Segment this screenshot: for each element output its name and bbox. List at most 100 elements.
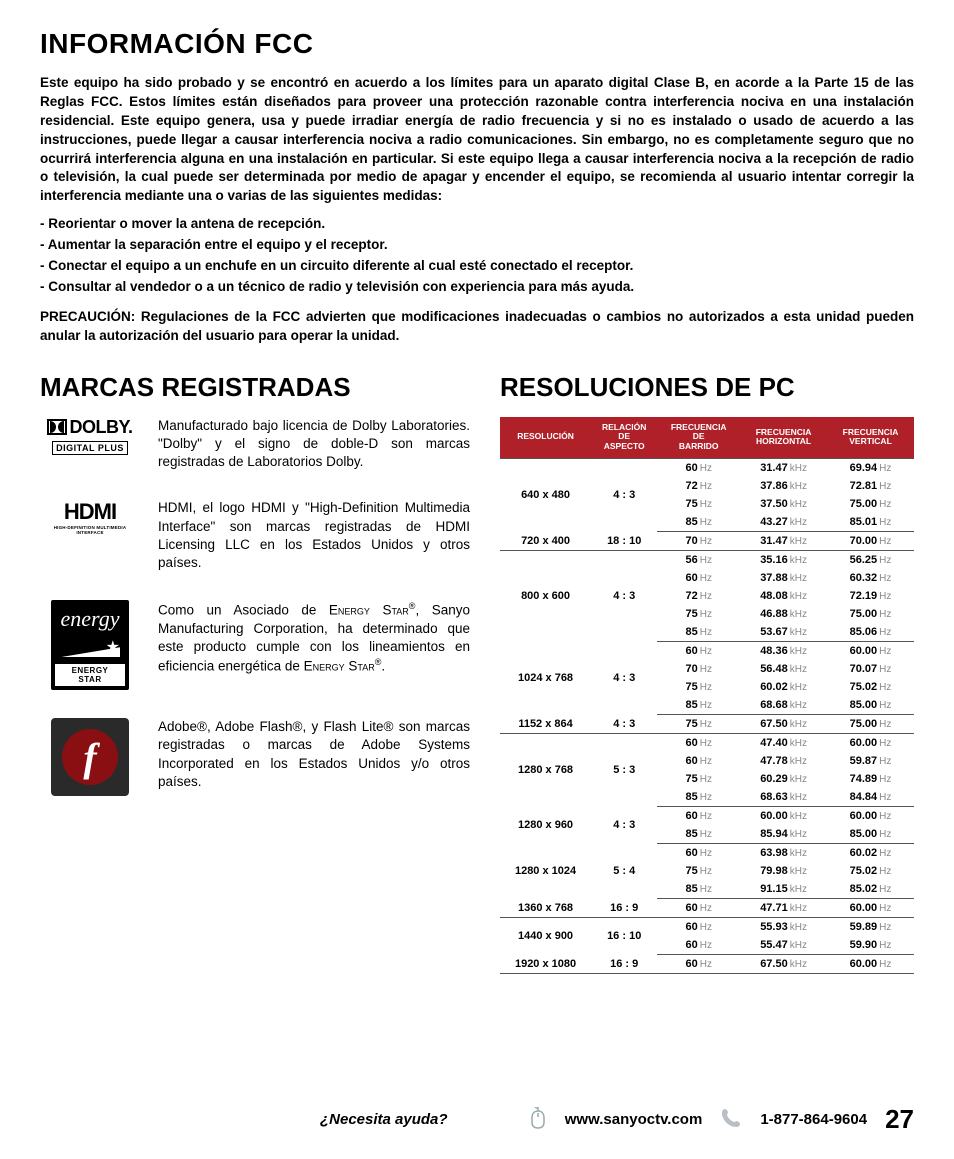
cell-vert-freq: 85.06Hz bbox=[827, 623, 914, 642]
dolby-logo: DOLBY. DIGITAL PLUS bbox=[40, 417, 140, 456]
cell-vert-freq: 60.00Hz bbox=[827, 807, 914, 826]
cell-resolution: 1280 x 960 bbox=[500, 807, 591, 844]
fcc-title: INFORMACIÓN FCC bbox=[40, 28, 914, 60]
cell-vert-freq: 85.02Hz bbox=[827, 880, 914, 899]
cell-vert-freq: 75.00Hz bbox=[827, 495, 914, 513]
cell-vert-freq: 85.00Hz bbox=[827, 825, 914, 844]
cell-resolution: 1152 x 864 bbox=[500, 715, 591, 734]
cell-horiz-freq: 55.47kHz bbox=[740, 936, 827, 955]
cell-scan-freq: 56Hz bbox=[657, 551, 740, 570]
cell-horiz-freq: 67.50kHz bbox=[740, 955, 827, 974]
cell-scan-freq: 75Hz bbox=[657, 678, 740, 696]
resolutions-title: RESOLUCIONES DE PC bbox=[500, 372, 914, 403]
fcc-measure-item: - Reorientar o mover la antena de recepc… bbox=[40, 214, 914, 235]
table-row: 1280 x 10245 : 460Hz63.98kHz60.02Hz bbox=[500, 844, 914, 863]
fcc-measures-list: - Reorientar o mover la antena de recepc… bbox=[40, 214, 914, 298]
cell-horiz-freq: 47.40kHz bbox=[740, 734, 827, 753]
cell-vert-freq: 59.90Hz bbox=[827, 936, 914, 955]
cell-horiz-freq: 85.94kHz bbox=[740, 825, 827, 844]
fcc-measure-item: - Consultar al vendedor o a un técnico d… bbox=[40, 277, 914, 298]
cell-vert-freq: 75.00Hz bbox=[827, 605, 914, 623]
fcc-measure-item: - Conectar el equipo a un enchufe en un … bbox=[40, 256, 914, 277]
cell-horiz-freq: 31.47kHz bbox=[740, 459, 827, 478]
cell-resolution: 1920 x 1080 bbox=[500, 955, 591, 974]
table-row: 1280 x 7685 : 360Hz47.40kHz60.00Hz bbox=[500, 734, 914, 753]
cell-scan-freq: 60Hz bbox=[657, 642, 740, 661]
cell-horiz-freq: 43.27kHz bbox=[740, 513, 827, 532]
cell-scan-freq: 70Hz bbox=[657, 660, 740, 678]
cell-vert-freq: 74.89Hz bbox=[827, 770, 914, 788]
cell-scan-freq: 75Hz bbox=[657, 770, 740, 788]
cell-scan-freq: 60Hz bbox=[657, 752, 740, 770]
cell-aspect: 16 : 10 bbox=[591, 918, 657, 955]
cell-scan-freq: 60Hz bbox=[657, 844, 740, 863]
cell-vert-freq: 69.94Hz bbox=[827, 459, 914, 478]
cell-scan-freq: 60Hz bbox=[657, 955, 740, 974]
cell-scan-freq: 85Hz bbox=[657, 623, 740, 642]
footer-help-text: ¿Necesita ayuda? bbox=[320, 1111, 448, 1128]
cell-horiz-freq: 60.29kHz bbox=[740, 770, 827, 788]
cell-horiz-freq: 48.36kHz bbox=[740, 642, 827, 661]
table-row: 1440 x 90016 : 1060Hz55.93kHz59.89Hz bbox=[500, 918, 914, 937]
cell-horiz-freq: 31.47kHz bbox=[740, 532, 827, 551]
cell-scan-freq: 85Hz bbox=[657, 788, 740, 807]
cell-vert-freq: 60.00Hz bbox=[827, 642, 914, 661]
cell-aspect: 5 : 3 bbox=[591, 734, 657, 807]
cell-aspect: 5 : 4 bbox=[591, 844, 657, 899]
cell-vert-freq: 60.32Hz bbox=[827, 569, 914, 587]
page-number: 27 bbox=[885, 1104, 914, 1135]
fcc-measure-item: - Aumentar la separación entre el equipo… bbox=[40, 235, 914, 256]
cell-resolution: 1280 x 768 bbox=[500, 734, 591, 807]
cell-scan-freq: 72Hz bbox=[657, 587, 740, 605]
cell-scan-freq: 75Hz bbox=[657, 715, 740, 734]
table-row: 1920 x 108016 : 960Hz67.50kHz60.00Hz bbox=[500, 955, 914, 974]
cell-aspect: 4 : 3 bbox=[591, 459, 657, 532]
fcc-precaucion: PRECAUCIÓN: Regulaciones de la FCC advie… bbox=[40, 308, 914, 346]
cell-horiz-freq: 37.88kHz bbox=[740, 569, 827, 587]
phone-icon bbox=[720, 1107, 742, 1133]
cell-vert-freq: 59.89Hz bbox=[827, 918, 914, 937]
cell-scan-freq: 60Hz bbox=[657, 936, 740, 955]
cell-vert-freq: 59.87Hz bbox=[827, 752, 914, 770]
resolutions-table: RESOLUCIÓNRELACIÓNDEASPECTOFRECUENCIADEB… bbox=[500, 417, 914, 974]
cell-scan-freq: 60Hz bbox=[657, 899, 740, 918]
cell-aspect: 18 : 10 bbox=[591, 532, 657, 551]
cell-scan-freq: 60Hz bbox=[657, 459, 740, 478]
table-row: 1280 x 9604 : 360Hz60.00kHz60.00Hz bbox=[500, 807, 914, 826]
trademark-dolby: DOLBY. DIGITAL PLUS Manufacturado bajo l… bbox=[40, 417, 470, 472]
cell-scan-freq: 60Hz bbox=[657, 734, 740, 753]
resolutions-column: RESOLUCIONES DE PC RESOLUCIÓNRELACIÓNDEA… bbox=[500, 372, 914, 974]
cell-vert-freq: 60.02Hz bbox=[827, 844, 914, 863]
cell-horiz-freq: 55.93kHz bbox=[740, 918, 827, 937]
hdmi-subtext: HIGH-DEFINITION MULTIMEDIA INTERFACE bbox=[40, 525, 140, 535]
adobe-flash-logo: f bbox=[40, 718, 140, 796]
cell-resolution: 1440 x 900 bbox=[500, 918, 591, 955]
table-row: 1024 x 7684 : 360Hz48.36kHz60.00Hz bbox=[500, 642, 914, 661]
cell-resolution: 1360 x 768 bbox=[500, 899, 591, 918]
cell-vert-freq: 85.01Hz bbox=[827, 513, 914, 532]
cell-horiz-freq: 46.88kHz bbox=[740, 605, 827, 623]
table-row: 1360 x 76816 : 960Hz47.71kHz60.00Hz bbox=[500, 899, 914, 918]
table-row: 800 x 6004 : 356Hz35.16kHz56.25Hz bbox=[500, 551, 914, 570]
table-header: RESOLUCIÓN bbox=[500, 417, 591, 459]
cell-scan-freq: 85Hz bbox=[657, 825, 740, 844]
footer-url: www.sanyoctv.com bbox=[565, 1111, 703, 1128]
cell-horiz-freq: 79.98kHz bbox=[740, 862, 827, 880]
fcc-body-text: Este equipo ha sido probado y se encontr… bbox=[40, 74, 914, 206]
trademark-adobe: f Adobe®, Adobe Flash®, y Flash Lite® so… bbox=[40, 718, 470, 796]
cell-scan-freq: 70Hz bbox=[657, 532, 740, 551]
cell-resolution: 800 x 600 bbox=[500, 551, 591, 642]
cell-scan-freq: 75Hz bbox=[657, 862, 740, 880]
hdmi-wordmark: HDMI bbox=[40, 499, 140, 525]
cell-vert-freq: 72.19Hz bbox=[827, 587, 914, 605]
trademark-hdmi: HDMI HIGH-DEFINITION MULTIMEDIA INTERFAC… bbox=[40, 499, 470, 572]
trademarks-column: MARCAS REGISTRADAS DOLBY. DIGITAL PLUS M… bbox=[40, 372, 470, 974]
hdmi-logo: HDMI HIGH-DEFINITION MULTIMEDIA INTERFAC… bbox=[40, 499, 140, 535]
cell-aspect: 16 : 9 bbox=[591, 899, 657, 918]
trademarks-title: MARCAS REGISTRADAS bbox=[40, 372, 470, 403]
footer-phone: 1-877-864-9604 bbox=[760, 1111, 867, 1128]
flash-f-icon: f bbox=[62, 729, 118, 785]
cell-horiz-freq: 63.98kHz bbox=[740, 844, 827, 863]
dolby-wordmark: DOLBY. bbox=[69, 417, 132, 438]
cell-horiz-freq: 37.50kHz bbox=[740, 495, 827, 513]
